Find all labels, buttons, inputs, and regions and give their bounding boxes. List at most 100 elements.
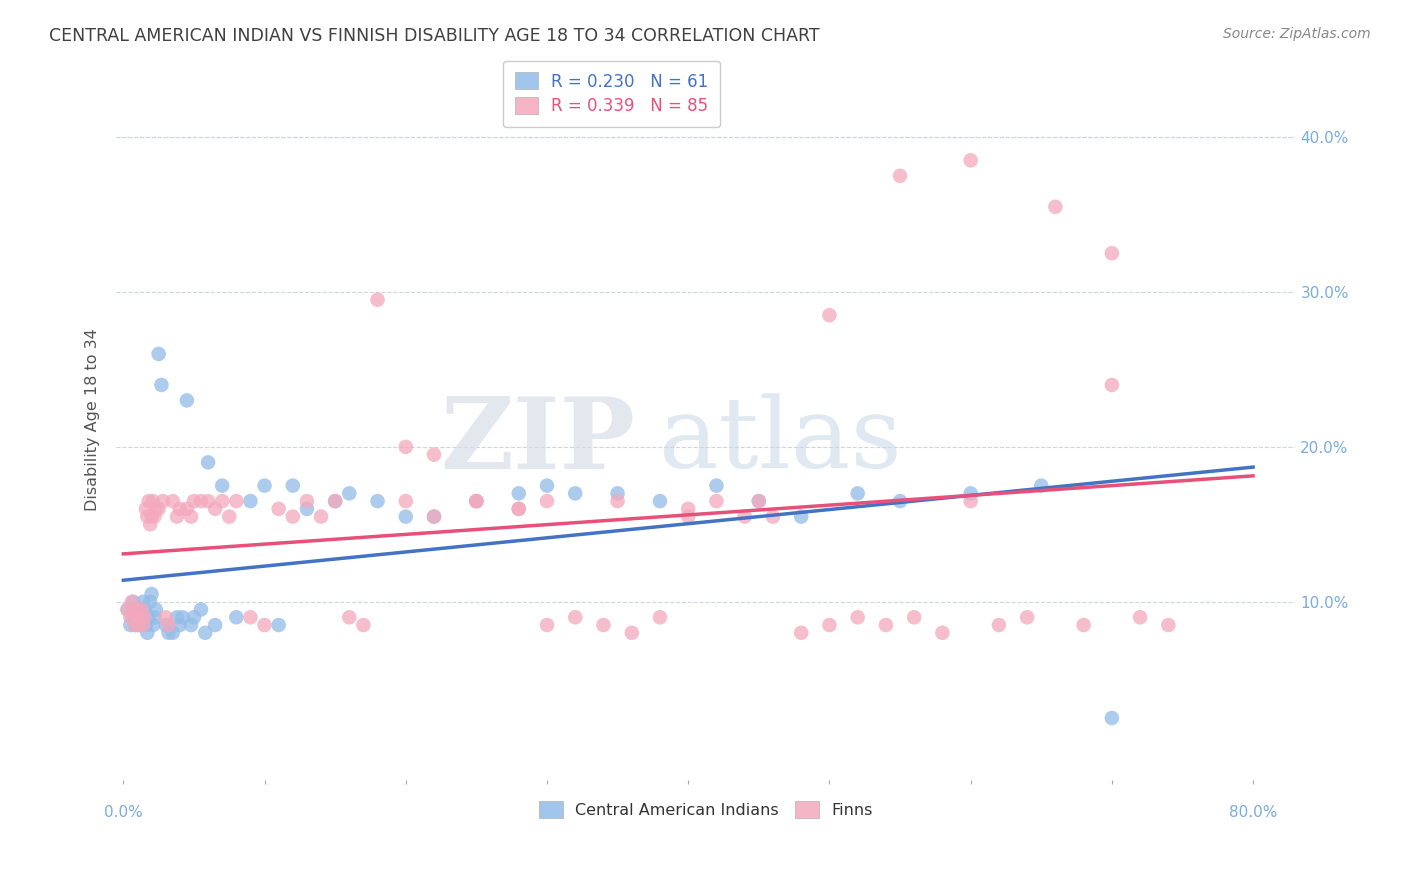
Point [423,509,446,524]
Text: CENTRAL AMERICAN INDIAN VS FINNISH DISABILITY AGE 18 TO 34 CORRELATION CHART: CENTRAL AMERICAN INDIAN VS FINNISH DISAB… [49,27,820,45]
Point [197,494,219,508]
Point [141,587,163,601]
Point [267,501,290,516]
Point [423,448,446,462]
Point [564,486,586,500]
Point [225,494,247,508]
Point [889,169,911,183]
Point [152,494,174,508]
Point [706,478,728,492]
Point [536,494,558,508]
Point [606,494,628,508]
Point [1017,610,1039,624]
Point [508,501,530,516]
Point [176,501,198,516]
Point [818,308,841,322]
Point [121,595,143,609]
Point [183,610,205,624]
Point [162,494,184,508]
Point [128,602,150,616]
Point [309,509,332,524]
Point [676,501,699,516]
Text: Source: ZipAtlas.com: Source: ZipAtlas.com [1223,27,1371,41]
Point [1101,246,1123,260]
Text: atlas: atlas [658,393,901,490]
Point [139,517,162,532]
Point [1101,378,1123,392]
Point [648,610,671,624]
Point [136,625,159,640]
Point [145,501,167,516]
Point [190,494,212,508]
Point [790,625,813,640]
Point [281,509,304,524]
Point [931,625,953,640]
Point [648,494,671,508]
Legend: Central American Indians, Finns: Central American Indians, Finns [530,794,882,826]
Point [166,610,188,624]
Point [564,610,586,624]
Point [142,618,165,632]
Point [295,501,318,516]
Point [592,618,614,632]
Point [131,610,153,624]
Point [218,509,240,524]
Point [142,494,165,508]
Point [367,293,389,307]
Point [129,610,152,624]
Text: 80.0%: 80.0% [1229,805,1277,820]
Point [323,494,346,508]
Point [135,618,157,632]
Point [337,486,360,500]
Point [162,625,184,640]
Point [352,618,374,632]
Point [169,501,191,516]
Point [846,486,869,500]
Point [132,618,155,632]
Point [465,494,488,508]
Point [155,618,177,632]
Point [337,610,360,624]
Point [1101,711,1123,725]
Point [120,618,142,632]
Point [169,618,191,632]
Point [117,602,139,616]
Point [145,602,167,616]
Point [127,602,149,616]
Point [143,610,166,624]
Point [734,509,756,524]
Point [1157,618,1180,632]
Point [122,602,145,616]
Point [323,494,346,508]
Point [211,478,233,492]
Point [987,618,1010,632]
Point [204,501,226,516]
Point [239,610,262,624]
Point [508,501,530,516]
Y-axis label: Disability Age 18 to 34: Disability Age 18 to 34 [86,328,100,511]
Point [465,494,488,508]
Point [748,494,770,508]
Point [124,602,146,616]
Point [536,618,558,632]
Point [889,494,911,508]
Point [183,494,205,508]
Point [762,509,785,524]
Point [818,618,841,632]
Point [134,602,156,616]
Point [903,610,925,624]
Point [253,478,276,492]
Point [127,610,149,624]
Point [1129,610,1152,624]
Point [129,618,152,632]
Point [125,610,148,624]
Point [295,494,318,508]
Point [367,494,389,508]
Point [281,478,304,492]
Point [197,455,219,469]
Point [194,625,217,640]
Point [706,494,728,508]
Point [253,618,276,632]
Point [157,618,180,632]
Point [143,509,166,524]
